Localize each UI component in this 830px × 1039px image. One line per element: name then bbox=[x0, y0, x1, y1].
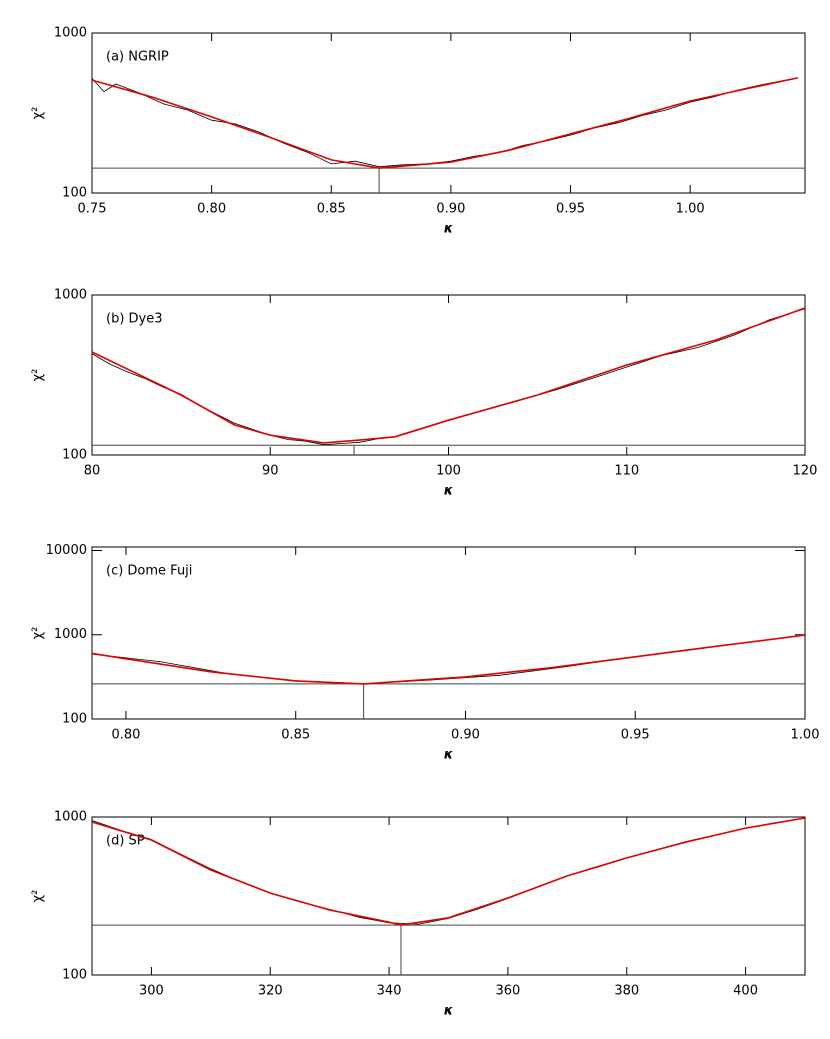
y-tick-label: 100 bbox=[62, 448, 87, 463]
y-tick-label: 100 bbox=[62, 712, 87, 727]
plot-frame bbox=[91, 816, 806, 976]
y-tick-label: 100 bbox=[62, 186, 87, 201]
x-tick-label: 0.90 bbox=[436, 202, 465, 217]
panel: 300 320 340 360 380 400 100 1000 κ χ² (d) SP bbox=[31, 810, 806, 1019]
y-tick-label: 1000 bbox=[54, 810, 87, 825]
y-tick-label: 100 bbox=[62, 968, 87, 983]
x-tick-label: 0.85 bbox=[317, 202, 346, 217]
x-tick-label: 0.80 bbox=[111, 728, 140, 743]
y-tick-label: 1000 bbox=[54, 288, 87, 303]
y-axis-label: χ² bbox=[31, 107, 46, 120]
x-tick-label: 80 bbox=[84, 464, 101, 479]
plot-frame bbox=[91, 32, 806, 194]
panel-label: (c) Dome Fuji bbox=[106, 564, 192, 579]
y-axis-label: χ² bbox=[31, 369, 46, 382]
y-tick-label: 1000 bbox=[54, 26, 87, 41]
panel-label: (d) SP bbox=[106, 834, 145, 849]
x-tick-label: 0.90 bbox=[451, 728, 480, 743]
x-axis-label: κ bbox=[444, 484, 453, 499]
y-tick-label: 1000 bbox=[54, 627, 87, 642]
x-tick-label: 0.95 bbox=[621, 728, 650, 743]
series-line bbox=[91, 817, 806, 926]
x-tick-label: 400 bbox=[733, 984, 758, 999]
series-line bbox=[91, 77, 798, 169]
x-tick-label: 320 bbox=[258, 984, 283, 999]
panel-label: (b) Dye3 bbox=[106, 312, 163, 327]
x-tick-label: 0.75 bbox=[78, 202, 107, 217]
plot-frame bbox=[91, 294, 806, 456]
x-tick-label: 380 bbox=[614, 984, 639, 999]
x-tick-label: 120 bbox=[793, 464, 818, 479]
x-axis-label: κ bbox=[444, 1004, 453, 1019]
series-line bbox=[91, 77, 798, 168]
x-tick-label: 0.95 bbox=[556, 202, 585, 217]
panel: 0.80 0.85 0.90 0.95 1.00 100 1000 10000 κ χ² (c) D… bbox=[31, 543, 820, 763]
series-line bbox=[91, 817, 806, 925]
x-tick-label: 0.85 bbox=[281, 728, 310, 743]
x-tick-label: 90 bbox=[262, 464, 279, 479]
y-axis-label: χ² bbox=[31, 890, 46, 903]
x-tick-label: 1.00 bbox=[676, 202, 705, 217]
x-tick-label: 0.80 bbox=[197, 202, 226, 217]
x-tick-label: 300 bbox=[139, 984, 164, 999]
x-tick-label: 360 bbox=[496, 984, 521, 999]
x-tick-label: 100 bbox=[436, 464, 461, 479]
panel: 0.75 0.80 0.85 0.90 0.95 1.00 100 1000 κ χ² (a) NG… bbox=[31, 26, 806, 237]
panel: 80 90 100 110 120 100 1000 κ χ² (b) Dye3 bbox=[31, 288, 818, 499]
x-tick-label: 1.00 bbox=[791, 728, 820, 743]
y-tick-label: 10000 bbox=[46, 543, 87, 558]
panel-label: (a) NGRIP bbox=[106, 50, 169, 65]
series-line bbox=[91, 307, 806, 444]
series-line bbox=[91, 308, 806, 446]
series-line bbox=[91, 634, 806, 685]
x-tick-label: 110 bbox=[614, 464, 639, 479]
x-tick-label: 340 bbox=[377, 984, 402, 999]
y-axis-label: χ² bbox=[31, 627, 46, 640]
series-line bbox=[91, 634, 806, 685]
plot-frame bbox=[91, 546, 806, 720]
x-axis-label: κ bbox=[444, 222, 453, 237]
x-axis-label: κ bbox=[444, 748, 453, 763]
